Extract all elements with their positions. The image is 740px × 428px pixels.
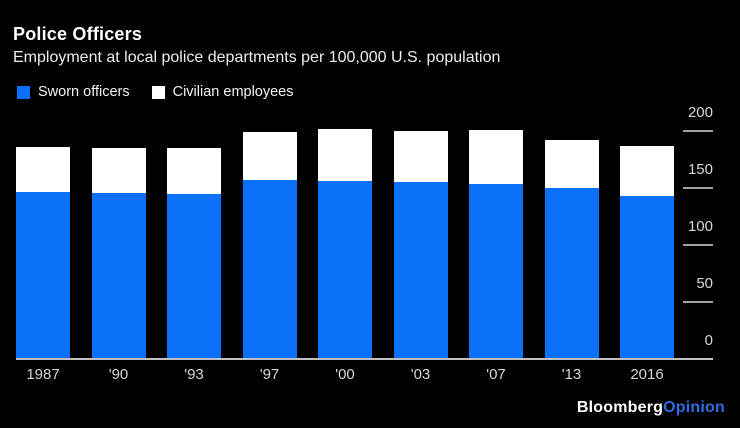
x-axis-label-00: '00 [335, 366, 355, 383]
bar-93-civilian-segment [167, 148, 221, 194]
legend-swatch-civilian-employees [151, 85, 165, 99]
x-axis-label-90: '90 [108, 366, 129, 383]
legend: Sworn officers Civilian employees [17, 84, 294, 100]
y-axis-label-0: 0 [704, 332, 713, 349]
y-axis-label-200: 200 [687, 104, 713, 121]
chart-subtitle: Employment at local police departments p… [13, 49, 501, 66]
chart-title: Police Officers [13, 24, 143, 44]
x-axis-label-07: '07 [486, 366, 506, 383]
bar-90 [91, 148, 146, 358]
bar-90-civilian-segment [91, 148, 146, 193]
y-axis-label-100: 100 [687, 218, 713, 235]
brand-logo-opinion: Opinion [663, 399, 725, 416]
bar-00 [318, 128, 372, 358]
x-axis-label-2016: 2016 [630, 366, 664, 383]
bar-07 [469, 130, 523, 358]
y-axis-label-50: 50 [696, 275, 713, 292]
brand-logo-bloomberg: Bloomberg [576, 399, 664, 416]
bar-1987-sworn-segment [16, 191, 70, 358]
y-axis-tick-50 [683, 301, 713, 303]
bar-07-civilian-segment [469, 130, 523, 184]
brand-logo: BloombergOpinion [577, 399, 725, 417]
bar-93-sworn-segment [167, 193, 221, 358]
x-axis-label-1987: 1987 [26, 366, 60, 383]
bar-13-sworn-segment [544, 188, 599, 358]
bar-13-civilian-segment [544, 140, 599, 189]
bar-1987-civilian-segment [16, 147, 70, 192]
bar-97-sworn-segment [242, 180, 297, 358]
y-axis-tick-100 [683, 244, 713, 246]
legend-label: Civilian employees [172, 84, 294, 100]
bar-97-civilian-segment [242, 132, 297, 181]
x-axis-baseline [16, 358, 713, 360]
x-axis-label-93: '93 [184, 366, 204, 383]
legend-swatch-sworn-officers [17, 85, 30, 99]
bar-97 [242, 132, 297, 358]
legend-item-sworn-officers: Sworn officers [17, 84, 130, 100]
y-axis-label-150: 150 [687, 161, 713, 178]
bar-00-civilian-segment [318, 128, 372, 182]
y-axis-tick-150 [683, 187, 713, 189]
y-axis-tick-200 [683, 130, 713, 132]
bar-2016-sworn-segment [620, 196, 674, 358]
bar-13 [544, 140, 599, 358]
x-axis-label-03: '03 [410, 366, 431, 383]
legend-label: Sworn officers [38, 84, 130, 100]
x-axis-label-13: '13 [561, 366, 582, 383]
x-axis-label-97: '97 [259, 366, 280, 383]
bar-1987 [16, 147, 70, 358]
plot-area [16, 110, 674, 358]
bar-2016 [620, 145, 674, 358]
bar-03-sworn-segment [393, 182, 448, 358]
bar-90-sworn-segment [91, 192, 146, 358]
bar-00-sworn-segment [318, 181, 372, 358]
bar-2016-civilian-segment [620, 145, 674, 197]
bar-93 [167, 148, 221, 358]
x-axis-labels: 1987 '90 '93 '97 '00 '03 '07 '13 2016 [16, 366, 674, 383]
bar-03-civilian-segment [393, 131, 448, 183]
bar-07-sworn-segment [469, 183, 523, 358]
legend-item-civilian-employees: Civilian employees [151, 84, 294, 100]
bar-03 [393, 131, 448, 358]
